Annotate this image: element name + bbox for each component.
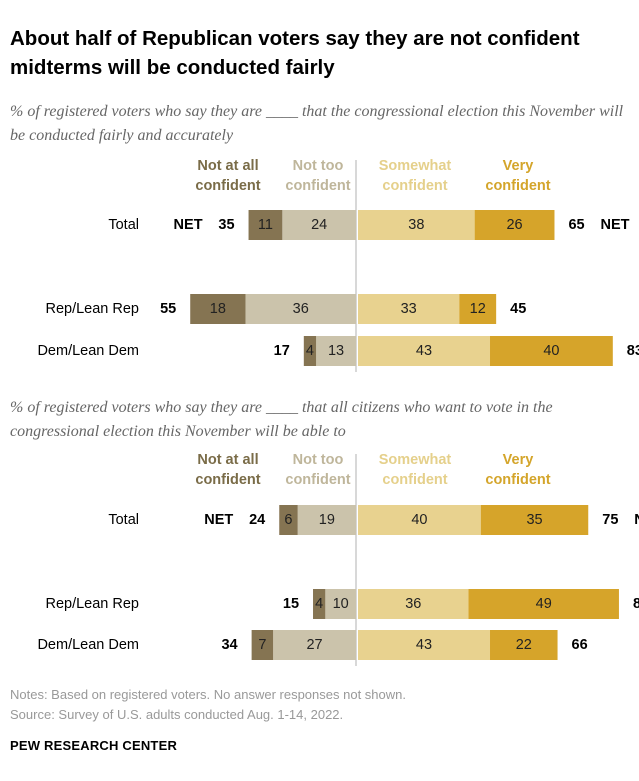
bar-data-label: 49 [536, 596, 552, 612]
legend-label: confident [485, 472, 550, 488]
category-label: Dem/Lean Dem [37, 637, 139, 653]
category-label: Rep/Lean Rep [45, 301, 139, 317]
bar-not-too-confident [282, 210, 356, 240]
bar-somewhat-confident [358, 336, 491, 366]
bar-data-label: 24 [311, 217, 327, 233]
legend-label: confident [382, 178, 447, 194]
bar-not-at-all-confident [248, 210, 283, 240]
chart-title: About half of Republican voters say they… [10, 27, 580, 79]
net-confident-value: 83 [627, 343, 639, 359]
bar-not-at-all-confident [251, 630, 274, 660]
bar-data-label: 26 [506, 217, 522, 233]
category-label: Total [108, 512, 139, 528]
bar-data-label: 19 [319, 512, 335, 528]
bar-somewhat-confident [358, 294, 460, 324]
net-confident-value: 66 [572, 637, 588, 653]
bar-somewhat-confident [358, 505, 481, 535]
net-label-right: NET [634, 512, 639, 528]
legend-label: Very [503, 452, 534, 468]
bar-not-too-confident [245, 294, 356, 324]
bar-data-label: 33 [401, 301, 417, 317]
source-text: Source: Survey of U.S. adults conducted … [10, 707, 344, 722]
bar-very-confident [490, 630, 558, 660]
bar-very-confident [490, 336, 613, 366]
net-confident-value: 65 [568, 217, 584, 233]
net-label-left: NET [204, 512, 233, 528]
bar-very-confident [459, 294, 497, 324]
legend-label: Not too [293, 158, 344, 174]
bar-data-label: 13 [328, 343, 344, 359]
brand-label: PEW RESEARCH CENTER [10, 738, 178, 753]
bar-data-label: 35 [526, 512, 542, 528]
net-not-confident-value: 34 [221, 637, 237, 653]
legend-label: confident [285, 472, 350, 488]
net-confident-value: 75 [602, 512, 618, 528]
bar-data-label: 36 [293, 301, 309, 317]
legend-label: Somewhat [379, 452, 452, 468]
bar-data-label: 36 [405, 596, 421, 612]
bar-somewhat-confident [358, 589, 469, 619]
bar-data-label: 11 [258, 217, 273, 233]
bar-not-too-confident [297, 505, 356, 535]
bar-data-label: 27 [306, 637, 322, 653]
legend-label: confident [485, 178, 550, 194]
bar-not-too-confident [325, 589, 356, 619]
bar-not-too-confident [273, 630, 356, 660]
net-label-left: NET [174, 217, 203, 233]
bar-very-confident [474, 210, 555, 240]
bar-data-label: 18 [210, 301, 226, 317]
net-not-confident-value: 55 [160, 301, 176, 317]
bar-data-label: 22 [516, 637, 532, 653]
notes-text: Notes: Based on registered voters. No an… [10, 687, 406, 702]
net-label-right: NET [600, 217, 629, 233]
legend-label: Very [503, 158, 534, 174]
bar-data-label: 40 [543, 343, 559, 359]
legend-label: Somewhat [379, 158, 452, 174]
legend-label: confident [382, 472, 447, 488]
notes-block: Notes: Based on registered voters. No an… [10, 685, 406, 725]
net-not-confident-value: 17 [274, 343, 290, 359]
net-not-confident-value: 35 [218, 217, 234, 233]
bar-somewhat-confident [358, 630, 491, 660]
bar-data-label: 12 [470, 301, 486, 317]
legend-label: confident [285, 178, 350, 194]
bar-not-at-all-confident [279, 505, 298, 535]
bar-data-label: 4 [315, 596, 323, 612]
net-confident-value: 45 [510, 301, 526, 317]
bar-data-label: 43 [416, 637, 432, 653]
bar-data-label: 7 [258, 637, 266, 653]
legend-label: Not too [293, 452, 344, 468]
net-not-confident-value: 24 [249, 512, 265, 528]
panel-1-subtitle: % of registered voters who say they are … [10, 103, 624, 144]
category-label: Rep/Lean Rep [45, 596, 139, 612]
bar-very-confident [468, 589, 619, 619]
bar-data-label: 43 [416, 343, 432, 359]
bar-not-at-all-confident [303, 336, 317, 366]
legend-label: confident [195, 472, 260, 488]
net-not-confident-value: 15 [283, 596, 299, 612]
legend-label: Not at all [197, 452, 258, 468]
bar-data-label: 6 [284, 512, 292, 528]
bar-data-label: 10 [333, 596, 349, 612]
bar-not-at-all-confident [190, 294, 246, 324]
bar-very-confident [480, 505, 589, 535]
net-confident-value: 85 [633, 596, 639, 612]
bar-data-label: 4 [306, 343, 314, 359]
bar-data-label: 40 [411, 512, 427, 528]
bar-data-label: 38 [408, 217, 424, 233]
bar-somewhat-confident [358, 210, 475, 240]
legend-label: confident [195, 178, 260, 194]
category-label: Total [108, 217, 139, 233]
bar-not-too-confident [316, 336, 356, 366]
category-label: Dem/Lean Dem [37, 343, 139, 359]
bar-not-at-all-confident [313, 589, 326, 619]
panel-2-subtitle: % of registered voters who say they are … [10, 399, 553, 440]
legend-label: Not at all [197, 158, 258, 174]
